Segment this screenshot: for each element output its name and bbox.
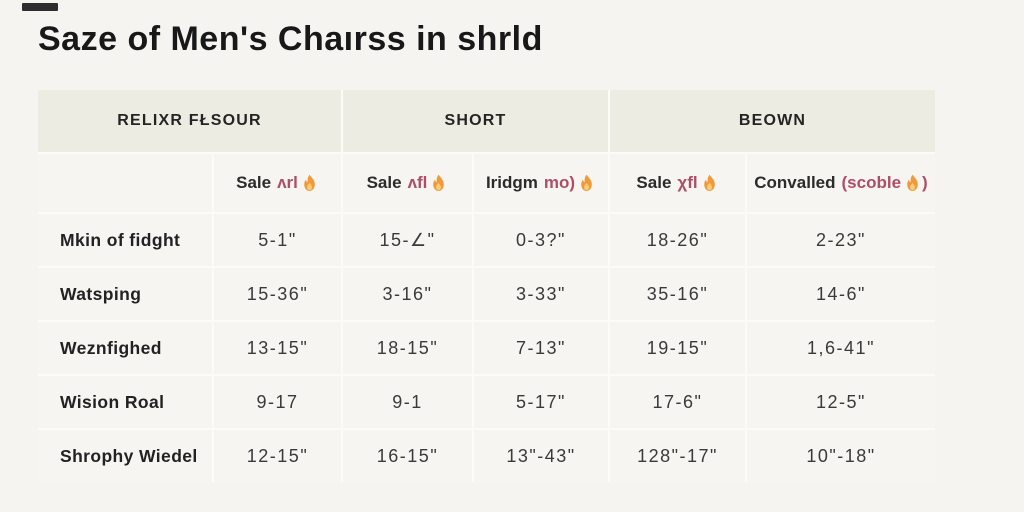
- table-cell: 13"-43": [474, 430, 608, 482]
- sub-header-accent: ʌfl: [407, 173, 428, 192]
- flame-icon: [703, 174, 715, 191]
- table-cell: 5-1": [214, 214, 341, 266]
- table-cell: 7-13": [474, 322, 608, 374]
- table-cell: 19-15": [610, 322, 745, 374]
- table-cell: 9-17: [214, 376, 341, 428]
- table-cell: 18-26": [610, 214, 745, 266]
- table-cell: 14-6": [747, 268, 935, 320]
- column-group-header-relixr: RELIXR FŁSOUR: [38, 90, 341, 152]
- column-group-header-beown: BEOWN: [610, 90, 935, 152]
- table-cell: 16-15": [343, 430, 472, 482]
- row-label: Wision Roal: [38, 376, 212, 428]
- size-chart-table: RELIXR FŁSOUR SHORT BEOWN Sale ʌrl Sale …: [38, 90, 935, 482]
- sub-header-cell: Sale ʌfl: [343, 154, 472, 212]
- table-cell: 13-15": [214, 322, 341, 374]
- sub-header-accent: (scoble: [841, 173, 902, 192]
- sub-header-suffix: ): [922, 173, 928, 192]
- row-label: Shrophy Wiedel: [38, 430, 212, 482]
- table-cell: 0-3?": [474, 214, 608, 266]
- table-cell: 3-16": [343, 268, 472, 320]
- table-cell: 3-33": [474, 268, 608, 320]
- table-cell: 9-1: [343, 376, 472, 428]
- table-cell: 2-23": [747, 214, 935, 266]
- flame-icon: [304, 174, 315, 191]
- sub-header-accent: χfl: [677, 173, 698, 192]
- table-cell: 128"-17": [610, 430, 745, 482]
- flame-icon: [907, 174, 918, 191]
- table-cell: 5-17": [474, 376, 608, 428]
- row-label: Weznfighed: [38, 322, 212, 374]
- flame-icon: [581, 174, 592, 191]
- page-title: Saze of Men's Chaırss in shrld: [38, 20, 543, 58]
- top-left-mark: [22, 3, 58, 11]
- flame-icon: [433, 174, 445, 191]
- table-cell: 15-36": [214, 268, 341, 320]
- sub-header-cell: Sale χfl: [610, 154, 745, 212]
- sub-header-accent: ʌrl: [277, 173, 298, 192]
- column-group-header-short: SHORT: [343, 90, 608, 152]
- sub-header-label: Sale: [636, 173, 672, 192]
- sub-header-label: Iridgm: [485, 173, 538, 192]
- sub-header-label: Sale: [236, 173, 272, 192]
- row-label: Watsping: [38, 268, 212, 320]
- sub-header-label: Sale: [366, 173, 402, 192]
- table-cell: 17-6": [610, 376, 745, 428]
- sub-header-cell: Iridgm mo): [474, 154, 608, 212]
- row-label: Mkin of fidght: [38, 214, 212, 266]
- table-cell: 10"-18": [747, 430, 935, 482]
- table-cell: 12-15": [214, 430, 341, 482]
- sub-header-accent: mo): [543, 173, 576, 192]
- table-cell: 12-5": [747, 376, 935, 428]
- sub-header-cell: Sale ʌrl: [214, 154, 341, 212]
- table-cell: 15-∠": [343, 214, 472, 266]
- table-cell: 1,6-41": [747, 322, 935, 374]
- table-cell: 18-15": [343, 322, 472, 374]
- corner-cell: [38, 154, 212, 212]
- table-cell: 35-16": [610, 268, 745, 320]
- sub-header-label: Convalled: [754, 173, 836, 192]
- sub-header-cell: Convalled (scoble ): [747, 154, 935, 212]
